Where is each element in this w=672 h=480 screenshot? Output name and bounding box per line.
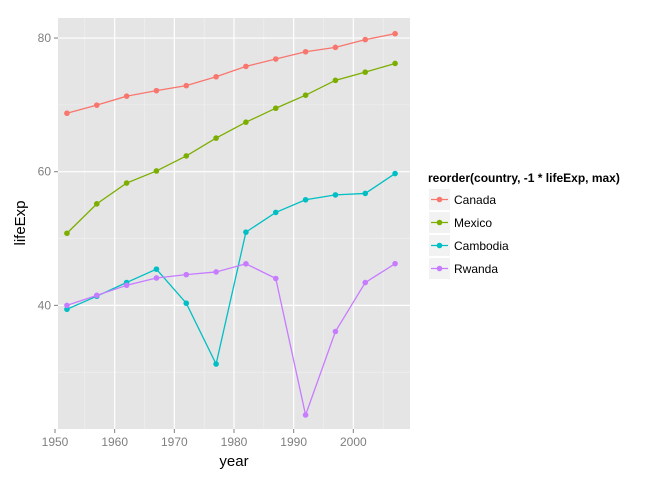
data-point-mexico [153,168,160,174]
legend-label-cambodia: Cambodia [454,239,509,253]
data-point-rwanda [93,292,100,299]
axis-ticks [54,37,354,433]
data-point-mexico [243,119,249,125]
data-point-mexico [183,153,190,159]
data-point-cambodia [272,209,279,216]
legend-item-rwanda: Rwanda [429,258,498,279]
series-cambodia [64,170,398,367]
data-point-mexico [332,77,339,84]
data-point-rwanda [302,412,309,418]
data-point-cambodia [302,196,309,203]
y-axis-title: lifeExp [12,200,29,245]
y-tick-labels: 40 60 80 [38,31,52,312]
x-tick-label: 1990 [280,435,307,449]
data-point-rwanda [213,269,219,275]
x-tick-label: 1950 [42,435,69,449]
data-point-canada [392,30,398,37]
data-point-cambodia [243,229,249,235]
legend-title: reorder(country, -1 * lifeExp, max) [428,171,620,185]
data-point-rwanda [243,260,249,267]
data-point-rwanda [153,275,160,281]
data-point-cambodia [362,190,369,197]
data-point-canada [183,82,190,89]
data-point-canada [123,93,130,99]
data-point-cambodia [64,306,70,313]
data-point-mexico [272,105,279,112]
y-tick-label: 40 [38,298,52,312]
data-point-rwanda [392,260,398,267]
data-point-canada [302,48,309,55]
series-canada [64,30,398,117]
data-point-mexico [64,230,70,237]
data-point-canada [213,73,219,80]
legend-label-rwanda: Rwanda [454,262,498,276]
data-point-cambodia [183,300,190,307]
data-point-canada [153,87,160,94]
data-point-mexico [302,92,309,98]
series-line-rwanda [66,263,396,418]
legend-key-point [436,196,443,203]
data-point-mexico [392,60,398,67]
legend-key-point [436,219,443,226]
legend-key-point [436,242,443,249]
legend-item-canada: Canada [429,189,496,210]
series-line-canada [66,33,396,114]
data-point-cambodia [332,192,339,198]
data-point-rwanda [64,302,70,309]
data-point-cambodia [392,170,398,177]
data-point-canada [362,36,369,43]
series-layer [64,30,398,418]
legend-key-point [436,265,443,272]
x-tick-label: 1960 [101,435,128,449]
legend-label-mexico: Mexico [454,216,492,230]
data-point-rwanda [183,271,190,278]
x-tick-labels: 1950 1960 1970 1980 1990 2000 [42,435,367,449]
data-point-mexico [123,180,130,186]
x-axis-title: year [219,453,248,470]
y-tick-label: 60 [38,165,52,179]
series-rwanda [64,260,398,418]
series-line-cambodia [66,173,396,366]
data-point-rwanda [362,279,369,286]
data-point-mexico [213,135,219,141]
data-point-canada [64,110,70,117]
x-tick-label: 2000 [340,435,367,449]
y-tick-label: 80 [38,31,52,45]
x-tick-label: 1970 [161,435,188,449]
legend-items: Canada Mexico Cambodia Rwanda [429,189,509,279]
legend-label-canada: Canada [454,193,496,207]
x-tick-label: 1980 [221,435,248,449]
data-point-rwanda [123,282,130,289]
data-point-rwanda [332,328,339,335]
data-point-cambodia [213,361,219,367]
series-mexico [64,60,398,237]
data-point-mexico [93,201,100,207]
data-point-canada [332,44,339,51]
series-line-mexico [66,62,396,234]
data-point-canada [93,102,100,108]
data-point-cambodia [153,266,160,272]
data-point-canada [243,63,249,70]
legend-item-cambodia: Cambodia [429,235,509,256]
data-point-mexico [362,69,369,75]
data-point-rwanda [272,275,279,282]
legend-item-mexico: Mexico [429,212,492,233]
legend: reorder(country, -1 * lifeExp, max) Cana… [428,171,620,279]
data-point-canada [272,56,279,62]
